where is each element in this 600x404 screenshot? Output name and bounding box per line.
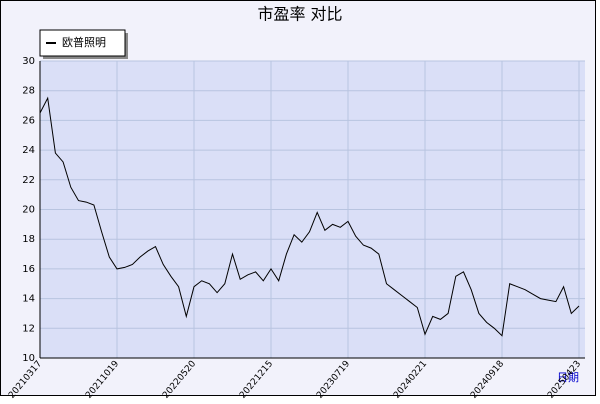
y-tick-label: 22 <box>22 175 35 186</box>
x-axis-label: 日期 <box>557 371 579 384</box>
y-tick-label: 26 <box>22 115 35 126</box>
y-tick-label: 14 <box>22 294 35 305</box>
y-tick-label: 12 <box>22 323 35 334</box>
y-tick-label: 10 <box>22 353 35 364</box>
y-tick-label: 16 <box>22 264 35 275</box>
y-tick-label: 18 <box>22 234 35 245</box>
y-tick-label: 20 <box>22 205 35 216</box>
chart-title: 市盈率 对比 <box>257 5 342 24</box>
legend-label: 欧普照明 <box>62 35 106 49</box>
y-tick-label: 28 <box>22 86 35 97</box>
y-tick-label: 24 <box>22 145 35 156</box>
line-series <box>39 96 580 337</box>
y-tick-label: 30 <box>22 56 35 67</box>
